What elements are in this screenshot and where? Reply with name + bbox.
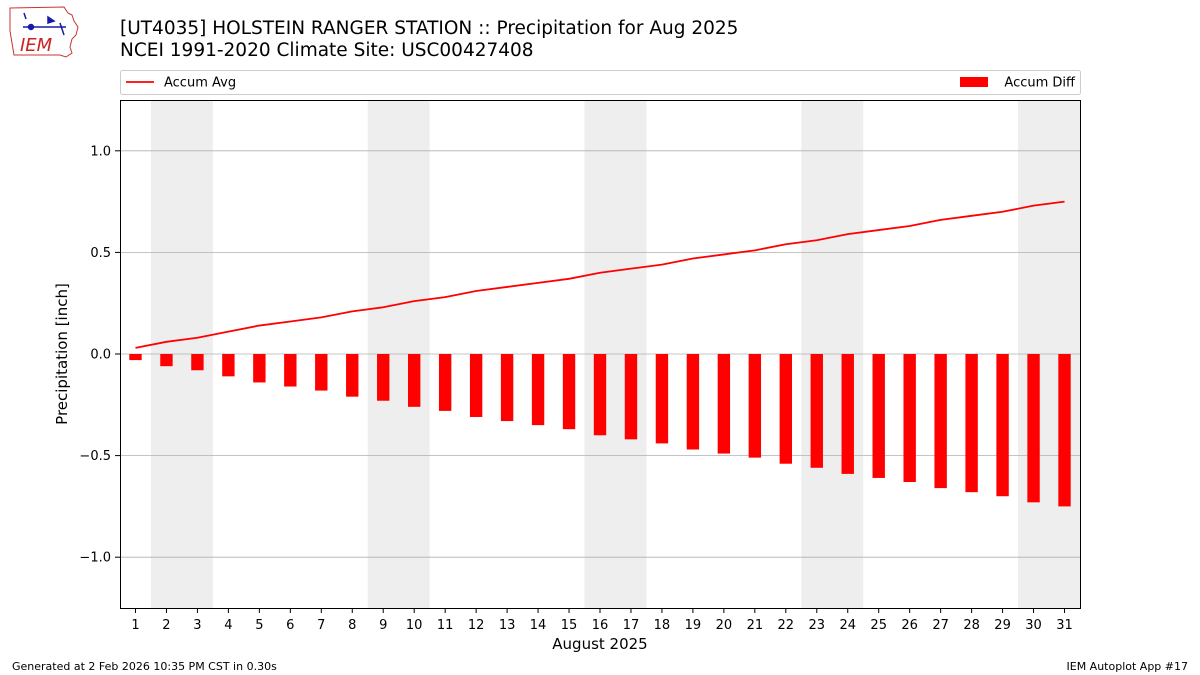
x-axis-label: August 2025 — [552, 635, 647, 653]
x-tick-label: 25 — [870, 618, 887, 633]
x-tick-label: 3 — [193, 618, 201, 633]
x-tick-label: 11 — [437, 618, 454, 633]
bar-accum-diff-19 — [686, 354, 700, 450]
x-tick-label: 10 — [406, 618, 423, 633]
chart-title: [UT4035] HOLSTEIN RANGER STATION :: Prec… — [120, 18, 739, 39]
y-tick-label: 1.0 — [90, 144, 111, 159]
x-tick-label: 24 — [839, 618, 856, 633]
x-tick-label: 6 — [286, 618, 294, 633]
y-axis-label: Precipitation [inch] — [53, 283, 71, 425]
x-tick-label: 28 — [963, 618, 980, 633]
bar-accum-diff-9 — [377, 354, 390, 401]
bar-accum-diff-29 — [996, 354, 1009, 497]
x-tick-label: 19 — [685, 618, 702, 633]
bar-accum-diff-25 — [872, 354, 885, 478]
y-axis: −1.0 −0.5 0.0 0.5 1.0 — [79, 144, 120, 566]
x-tick-label: 21 — [747, 618, 764, 633]
bar-accum-diff-5 — [253, 354, 266, 383]
x-tick-label: 8 — [348, 618, 356, 633]
bar-accum-diff-18 — [655, 354, 669, 444]
bar-accum-diff-21 — [748, 354, 762, 458]
x-tick-label: 15 — [561, 618, 578, 633]
weather-symbols-icon — [23, 12, 66, 36]
bar-accum-diff-6 — [284, 354, 297, 387]
x-tick-label: 14 — [530, 618, 547, 633]
bar-accum-diff-12 — [469, 354, 483, 417]
bar-accum-diff-13 — [500, 354, 514, 422]
bar-accum-diff-22 — [779, 354, 792, 464]
bar-accum-diff-16 — [593, 354, 607, 436]
legend-label-accum-diff: Accum Diff — [1004, 76, 1076, 91]
x-tick-label: 5 — [255, 618, 263, 633]
legend-label-accum-avg: Accum Avg — [164, 76, 236, 91]
x-tick-label: 16 — [592, 618, 609, 633]
bar-accum-diff-8 — [346, 354, 359, 397]
precipitation-chart: −1.0−0.50.00.51.0 1 2 3 4 5 6 7 8 9 10 11 12 13 14 15 1… — [53, 70, 1081, 653]
bar-accum-diff-4 — [222, 354, 235, 377]
legend-bar-swatch — [960, 77, 988, 87]
x-tick-label: 4 — [224, 618, 232, 633]
bar-accum-diff-1 — [129, 354, 142, 361]
x-tick-label: 30 — [1025, 618, 1042, 633]
x-tick-label: 23 — [809, 618, 826, 633]
iem-logo: IEM — [9, 6, 79, 58]
x-tick-label: 9 — [379, 618, 387, 633]
x-tick-label: 13 — [499, 618, 516, 633]
x-tick-label: 2 — [162, 618, 170, 633]
x-tick-label: 31 — [1056, 618, 1073, 633]
bar-accum-diff-30 — [1027, 354, 1040, 503]
legend: Accum Avg Accum Diff — [120, 70, 1081, 95]
bar-accum-diff-20 — [717, 354, 731, 454]
logo-text: IEM — [20, 35, 53, 56]
y-tick-label: 0.0 — [90, 348, 111, 363]
accum-avg-line — [135, 200, 1065, 349]
bar-accum-diff-2 — [160, 354, 173, 367]
bar-accum-diff-11 — [438, 354, 452, 411]
iowa-outline-icon — [9, 6, 79, 58]
accum-diff-bars — [129, 354, 1071, 507]
x-tick-label: 20 — [716, 618, 733, 633]
bar-accum-diff-17 — [624, 354, 638, 440]
bar-accum-diff-27 — [934, 354, 947, 489]
x-tick-label: 7 — [317, 618, 325, 633]
x-tick-label: 1 — [131, 618, 139, 633]
bar-accum-diff-15 — [562, 354, 576, 430]
bar-accum-diff-28 — [965, 354, 978, 493]
x-axis: 1 2 3 4 5 6 7 8 9 10 11 12 13 14 15 16 17 18 19 20 21 22 23 24 2… — [131, 608, 1073, 633]
bar-accum-diff-7 — [315, 354, 328, 391]
bar-accum-diff-26 — [903, 354, 916, 483]
x-tick-label: 26 — [901, 618, 918, 633]
bar-accum-diff-3 — [191, 354, 204, 371]
legend-box — [120, 70, 1081, 95]
bar-accum-diff-31 — [1058, 354, 1071, 507]
x-tick-label: 27 — [932, 618, 949, 633]
generated-timestamp: Generated at 2 Feb 2026 10:35 PM CST in … — [12, 660, 277, 673]
bar-accum-diff-24 — [841, 354, 854, 474]
x-tick-label: 17 — [623, 618, 640, 633]
y-tick-label: 0.5 — [90, 246, 111, 261]
app-label: IEM Autoplot App #17 — [1066, 660, 1189, 673]
x-tick-label: 22 — [778, 618, 795, 633]
chart-subtitle: NCEI 1991-2020 Climate Site: USC00427408 — [120, 40, 534, 61]
y-tick-label: −1.0 — [79, 551, 111, 566]
x-tick-label: 18 — [654, 618, 671, 633]
bar-accum-diff-14 — [531, 354, 545, 426]
bar-accum-diff-10 — [408, 354, 421, 407]
x-tick-label: 12 — [468, 618, 485, 633]
x-tick-label: 29 — [994, 618, 1011, 633]
bar-accum-diff-23 — [810, 354, 823, 468]
y-tick-label: −0.5 — [79, 449, 111, 464]
